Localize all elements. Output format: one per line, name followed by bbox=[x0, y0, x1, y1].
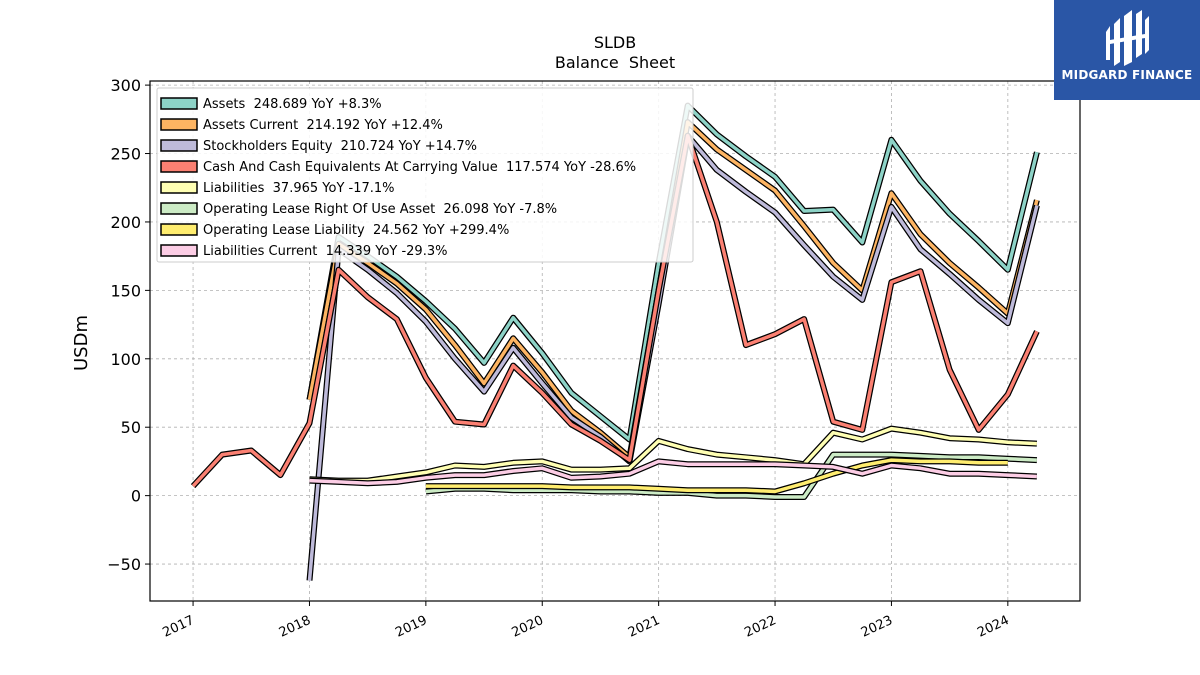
x-tick-label: 2021 bbox=[626, 613, 662, 641]
x-tick-label: 2022 bbox=[742, 613, 778, 641]
legend-entry: Operating Lease Right Of Use Asset 26.09… bbox=[203, 202, 557, 217]
legend: Assets 248.689 YoY +8.3% Assets Current 2… bbox=[156, 87, 694, 263]
series-operating-lease-liability bbox=[425, 457, 1008, 495]
series-line bbox=[425, 452, 1037, 499]
legend-swatch bbox=[160, 244, 198, 257]
legend-frame bbox=[156, 87, 694, 263]
y-tick-label: 150 bbox=[110, 281, 141, 300]
y-tick-label: −50 bbox=[107, 555, 141, 574]
series-line bbox=[425, 458, 1008, 494]
y-tick-label: 50 bbox=[121, 418, 141, 437]
legend-swatch bbox=[160, 160, 198, 173]
brand-logo: MIDGARD FINANCE bbox=[1054, 0, 1200, 100]
legend-swatch bbox=[160, 97, 198, 110]
y-tick-label: 100 bbox=[110, 350, 141, 369]
legend-swatch bbox=[160, 118, 198, 131]
y-tick-label: 300 bbox=[110, 76, 141, 95]
series-line bbox=[309, 426, 1037, 483]
legend-entry: Assets Current 214.192 YoY +12.4% bbox=[203, 118, 443, 133]
series-operating-lease-right-of-use-asset bbox=[425, 451, 1038, 500]
x-tick-label: 2018 bbox=[277, 613, 313, 641]
x-tick-label: 2024 bbox=[975, 613, 1011, 641]
legend-entry: Operating Lease Liability 24.562 YoY +29… bbox=[203, 223, 509, 238]
chart-title: SLDB bbox=[594, 33, 636, 52]
y-tick-label: 200 bbox=[110, 213, 141, 232]
series-line bbox=[309, 459, 1037, 486]
x-tick-label: 2020 bbox=[510, 613, 546, 641]
legend-entry: Liabilities Current 14.339 YoY -29.3% bbox=[203, 244, 447, 259]
legend-swatch bbox=[160, 202, 198, 215]
midgard-logo-icon bbox=[1106, 10, 1149, 66]
legend-swatch bbox=[160, 139, 198, 152]
legend-entry: Stockholders Equity 210.724 YoY +14.7% bbox=[203, 139, 477, 154]
x-tick-label: 2023 bbox=[859, 613, 895, 641]
series-liabilities-current bbox=[309, 458, 1038, 487]
brand-name: MIDGARD FINANCE bbox=[1061, 68, 1193, 82]
y-tick-label: 0 bbox=[131, 487, 141, 506]
chart-subtitle: Balance Sheet bbox=[555, 53, 675, 72]
series-cash-and-cash-equivalents-at-carrying-value bbox=[190, 132, 1040, 489]
x-tick-label: 2017 bbox=[160, 613, 196, 641]
axes bbox=[149, 80, 1081, 602]
y-axis-label: USDm bbox=[71, 315, 92, 371]
series-line bbox=[191, 133, 1039, 488]
x-tick-label: 2019 bbox=[393, 613, 429, 641]
y-tick-label: 250 bbox=[110, 145, 141, 164]
series-liabilities bbox=[309, 425, 1038, 484]
legend-entry: Liabilities 37.965 YoY -17.1% bbox=[203, 181, 395, 196]
legend-swatch bbox=[160, 223, 198, 236]
legend-entry: Assets 248.689 YoY +8.3% bbox=[203, 97, 382, 112]
plot-frame bbox=[149, 80, 1081, 602]
legend-entry: Cash And Cash Equivalents At Carrying Va… bbox=[203, 160, 636, 175]
legend-swatch bbox=[160, 181, 198, 194]
